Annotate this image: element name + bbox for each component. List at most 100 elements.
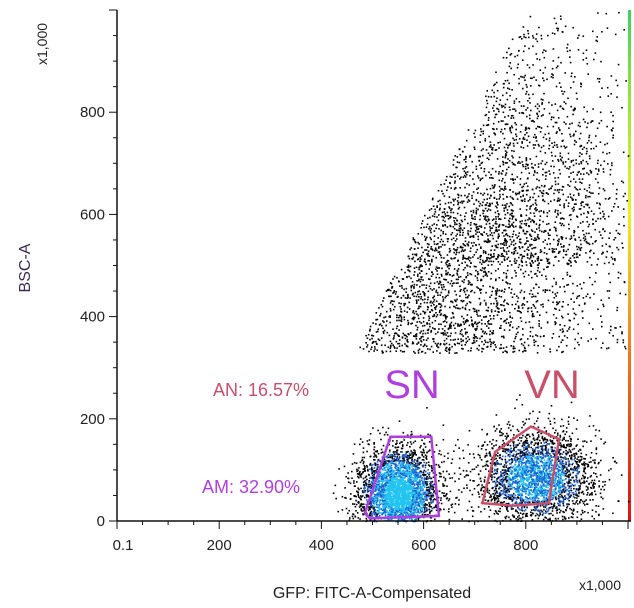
scatter-point xyxy=(532,482,535,484)
scatter-point xyxy=(448,498,451,500)
scatter-point xyxy=(373,454,376,456)
scatter-point xyxy=(568,485,571,488)
scatter-point xyxy=(504,471,507,473)
scatter-point xyxy=(571,448,574,451)
scatter-point xyxy=(466,509,469,512)
scatter-point xyxy=(348,509,350,512)
scatter-point xyxy=(399,468,402,470)
scatter-point xyxy=(534,493,537,496)
scatter-point xyxy=(408,502,411,504)
scatter-point xyxy=(535,492,537,494)
scatter-point xyxy=(399,509,402,511)
scatter-point xyxy=(363,467,366,470)
scatter-point xyxy=(408,495,411,497)
scatter-point xyxy=(514,494,517,497)
scatter-point xyxy=(511,458,513,461)
scatter-point xyxy=(378,476,381,479)
scatter-point xyxy=(491,471,494,473)
scatter-point xyxy=(408,498,410,501)
scatter-point xyxy=(495,498,498,500)
scatter-point xyxy=(557,473,560,476)
scatter-point xyxy=(406,501,409,504)
scatter-point xyxy=(360,502,363,505)
scatter-point xyxy=(389,456,392,459)
scatter-point xyxy=(540,495,543,497)
scatter-point xyxy=(334,484,337,487)
scatter-point xyxy=(519,450,522,453)
scatter-point xyxy=(496,478,498,480)
scatter-point xyxy=(418,486,420,489)
scatter-point xyxy=(522,487,524,489)
scatter-point xyxy=(389,479,391,481)
scatter-point xyxy=(382,480,385,483)
scatter-point xyxy=(376,486,379,489)
scatter-point xyxy=(564,518,567,520)
scatter-point xyxy=(501,505,503,507)
scatter-point xyxy=(356,473,359,475)
scatter-point xyxy=(353,482,355,484)
scatter-point xyxy=(425,496,428,498)
scatter-point xyxy=(547,499,549,501)
scatter-point xyxy=(388,451,391,453)
scatter-point xyxy=(507,502,510,505)
scatter-point xyxy=(501,501,504,504)
scatter-point xyxy=(404,501,407,504)
scatter-point xyxy=(560,478,562,481)
scatter-point xyxy=(387,502,390,505)
scatter-point xyxy=(409,517,412,520)
scatter-point xyxy=(563,490,566,492)
scatter-point xyxy=(416,491,419,493)
scatter-point xyxy=(593,472,595,474)
scatter-point xyxy=(357,517,360,519)
scatter-point xyxy=(409,506,411,508)
scatter-point xyxy=(408,514,411,516)
scatter-point xyxy=(550,446,553,448)
scatter-point xyxy=(362,471,364,473)
scatter-point xyxy=(397,490,399,492)
scatter-point xyxy=(493,480,496,483)
scatter-point xyxy=(599,492,602,495)
scatter-point xyxy=(421,439,423,441)
scatter-point xyxy=(542,438,544,440)
scatter-point xyxy=(425,507,428,509)
scatter-point xyxy=(378,487,380,489)
scatter-point xyxy=(497,500,500,502)
scatter-point xyxy=(556,512,558,514)
scatter-point xyxy=(536,513,539,516)
scatter-point xyxy=(406,451,408,453)
scatter-point xyxy=(376,481,379,483)
scatter-point xyxy=(390,481,392,484)
scatter-point xyxy=(429,449,431,451)
scatter-point xyxy=(418,492,421,495)
scatter-point xyxy=(438,450,441,452)
scatter-point xyxy=(495,472,498,475)
scatter-point xyxy=(414,471,417,474)
scatter-point xyxy=(416,492,418,495)
scatter-point xyxy=(355,462,358,465)
scatter-point xyxy=(409,457,412,459)
scatter-point xyxy=(543,483,545,485)
scatter-point xyxy=(417,517,419,520)
scatter-point xyxy=(409,497,411,499)
scatter-point xyxy=(559,434,562,437)
scatter-point xyxy=(381,474,384,477)
scatter-point xyxy=(572,496,575,498)
scatter-point xyxy=(515,498,518,500)
scatter-point xyxy=(431,467,433,470)
scatter-point xyxy=(409,486,411,488)
scatter-point xyxy=(392,470,394,472)
scatter-point xyxy=(590,452,593,454)
scatter-point xyxy=(395,479,398,481)
scatter-point xyxy=(562,501,564,503)
scatter-point xyxy=(522,482,525,484)
scatter-point xyxy=(500,472,503,474)
scatter-point xyxy=(399,471,401,474)
scatter-point xyxy=(570,467,572,470)
scatter-point xyxy=(392,484,395,487)
scatter-point xyxy=(421,488,423,491)
scatter-point xyxy=(431,456,433,458)
scatter-point xyxy=(430,494,432,497)
scatter-point xyxy=(391,489,393,492)
scatter-point xyxy=(345,475,347,478)
scatter-point xyxy=(351,470,353,473)
